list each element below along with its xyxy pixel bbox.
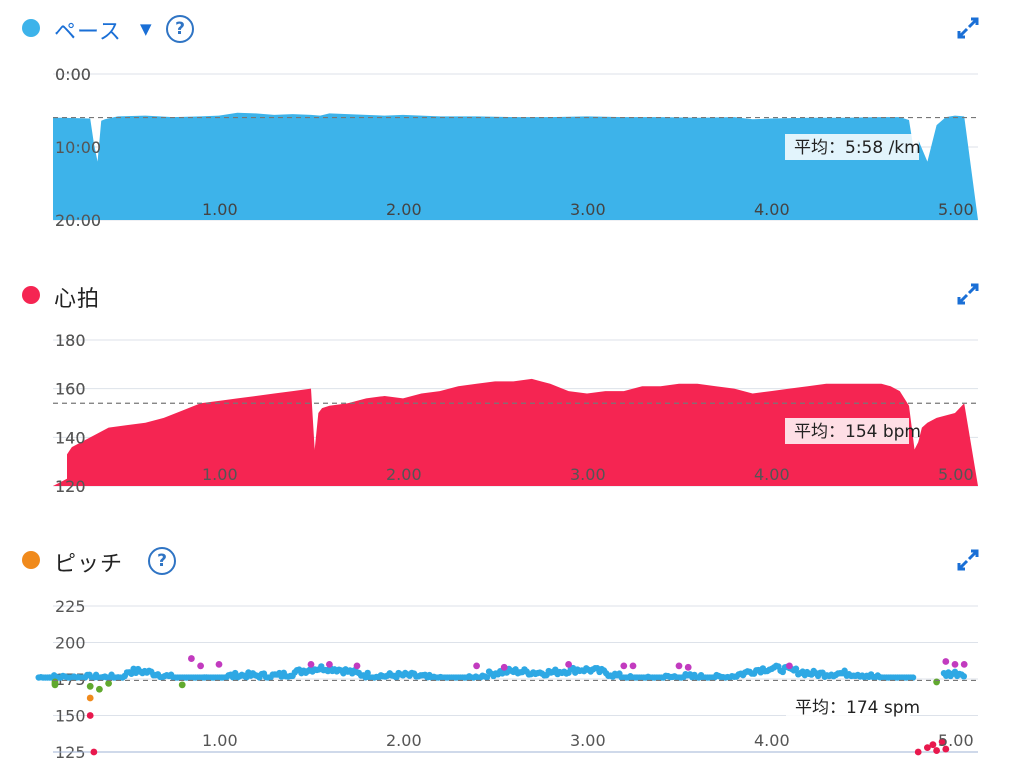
heart-rate-area bbox=[53, 378, 978, 486]
y-tick-label: 150 bbox=[55, 707, 86, 726]
y-tick-label: 225 bbox=[55, 597, 86, 616]
pace-chart: 0:0010:0020:000:0010:0020:001.002.003.00… bbox=[53, 65, 978, 230]
y-tick-label: 10:00 bbox=[55, 138, 101, 157]
x-tick-label: 4.00 bbox=[754, 465, 790, 484]
heart-title: 心拍 bbox=[54, 287, 101, 312]
pitch-point-purple bbox=[951, 661, 959, 668]
pitch-point-green bbox=[105, 679, 112, 687]
pace-average-label: 平均：5:58 /km bbox=[794, 138, 921, 158]
y-tick-label: 140 bbox=[55, 428, 86, 447]
pitch-header: ピッチ ? bbox=[0, 532, 1024, 577]
x-tick-label: 4.00 bbox=[754, 731, 790, 750]
y-tick-label: 120 bbox=[55, 477, 86, 496]
pitch-point-green bbox=[96, 685, 103, 693]
pitch-point bbox=[841, 667, 848, 674]
pace-legend-dot bbox=[22, 19, 40, 37]
pitch-point-red bbox=[86, 712, 94, 719]
y-tick-label: 0:00 bbox=[55, 65, 91, 84]
avg-label-box bbox=[786, 694, 910, 720]
pitch-point-purple bbox=[629, 662, 637, 670]
pace-panel: ペース ▼ ? 0:0010:0020:000:0010:0020:001.00… bbox=[0, 0, 1024, 240]
y-tick-label: 180 bbox=[55, 331, 86, 350]
pitch-point-purple bbox=[197, 662, 205, 670]
pitch-point-green bbox=[86, 682, 94, 690]
pitch-point-green bbox=[51, 678, 59, 686]
pitch-point bbox=[960, 673, 968, 680]
pitch-point-purple bbox=[620, 662, 628, 670]
pitch-panel: ピッチ ? 1251501752002251.002.003.004.005.0… bbox=[0, 532, 1024, 784]
y-tick-label: 180 bbox=[55, 331, 86, 350]
triangle-down-icon[interactable]: ▼ bbox=[140, 20, 152, 38]
pitch-point-red bbox=[90, 748, 98, 756]
x-tick-label: 2.00 bbox=[386, 731, 422, 750]
help-icon[interactable]: ? bbox=[148, 547, 176, 575]
x-tick-label: 4.00 bbox=[754, 200, 790, 219]
pitch-title: ピッチ bbox=[54, 552, 124, 577]
pitch-point-green bbox=[933, 678, 940, 686]
pitch-point-purple bbox=[473, 662, 480, 670]
avg-label-box bbox=[785, 134, 919, 160]
pitch-average-label: 平均：174 spm bbox=[795, 698, 920, 718]
pace-title[interactable]: ペース bbox=[54, 20, 122, 45]
pitch-point-purple bbox=[500, 663, 508, 671]
pitch-point-purple bbox=[960, 661, 968, 668]
x-tick-label: 3.00 bbox=[570, 465, 606, 484]
x-tick-label: 5.00 bbox=[938, 731, 974, 750]
pitch-point-purple bbox=[215, 661, 223, 668]
expand-icon[interactable] bbox=[956, 16, 980, 40]
pace-header: ペース ▼ ? bbox=[0, 0, 1024, 45]
x-tick-label: 2.00 bbox=[386, 465, 422, 484]
pitch-point-purple bbox=[675, 662, 683, 670]
pitch-point-red bbox=[938, 738, 946, 746]
heart-rate-panel: 心拍 120 140 160 180 120 140 160 180 1.00 2.00 3.00 4… bbox=[0, 266, 1024, 506]
y-tick-label: 140 bbox=[55, 428, 86, 447]
pitch-point-purple bbox=[353, 662, 361, 670]
heart-average-label: 平均：154 bpm bbox=[794, 422, 921, 442]
x-tick-label: 1.00 bbox=[202, 731, 238, 750]
x-tick-label: 1.00 bbox=[202, 465, 238, 484]
expand-icon[interactable] bbox=[956, 282, 980, 306]
pitch-point-purple bbox=[942, 658, 950, 665]
pitch-point-purple bbox=[786, 662, 793, 670]
y-tick-label: 0:00 bbox=[55, 65, 91, 84]
y-tick-label: 160 bbox=[55, 380, 86, 399]
pitch-point-purple bbox=[307, 661, 315, 668]
y-tick-label: 160 bbox=[55, 380, 86, 399]
x-tick-label: 3.00 bbox=[570, 731, 606, 750]
pitch-point bbox=[483, 674, 491, 681]
pitch-point-red bbox=[942, 745, 950, 753]
pitch-point-purple bbox=[684, 663, 692, 671]
x-tick-label: 2.00 bbox=[386, 200, 422, 219]
pitch-point bbox=[909, 674, 917, 681]
x-tick-label: 3.00 bbox=[570, 200, 606, 219]
pitch-point-purple bbox=[188, 655, 195, 662]
pitch-point-red bbox=[933, 747, 940, 754]
x-tick-label: 1.00 bbox=[202, 200, 238, 219]
pitch-point-purple bbox=[326, 661, 333, 668]
pitch-legend-dot bbox=[22, 551, 40, 569]
expand-icon[interactable] bbox=[956, 548, 980, 572]
x-tick-label: 5.00 bbox=[938, 200, 974, 219]
pitch-point-orange bbox=[86, 694, 94, 702]
pitch-point-red bbox=[914, 748, 922, 756]
pitch-point-red bbox=[929, 741, 937, 749]
pitch-chart: 1251501752002251.002.003.004.005.00平均：17… bbox=[35, 597, 978, 762]
pitch-point-green bbox=[178, 681, 186, 689]
pace-area bbox=[53, 112, 978, 220]
pitch-point-purple bbox=[565, 661, 572, 668]
x-tick-label: 5.00 bbox=[938, 465, 974, 484]
pitch-point-red bbox=[924, 744, 931, 752]
heart-legend-dot bbox=[22, 286, 40, 304]
avg-label-box bbox=[785, 418, 909, 444]
help-icon[interactable]: ? bbox=[166, 15, 194, 43]
y-tick-label: 20:00 bbox=[55, 211, 101, 230]
y-tick-label: 200 bbox=[55, 634, 86, 653]
pitch-point bbox=[792, 665, 800, 672]
heart-header: 心拍 bbox=[0, 266, 1024, 312]
